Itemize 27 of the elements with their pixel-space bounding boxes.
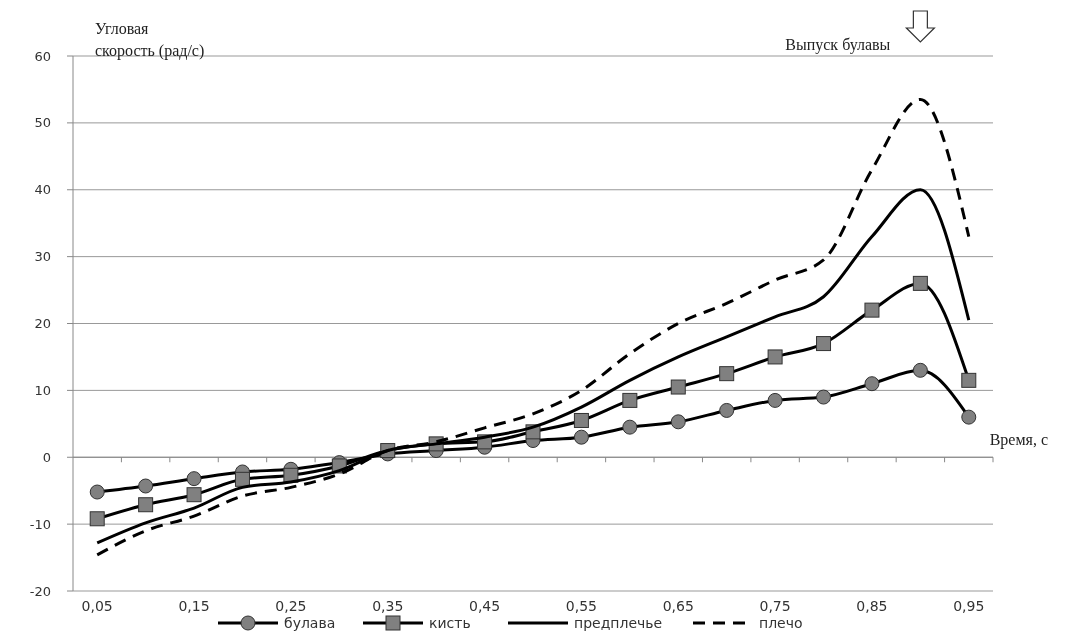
y-tick-label: 20 — [34, 316, 51, 332]
line-series — [95, 97, 971, 557]
x-tick-label: 0,45 — [468, 598, 501, 614]
y-tick-label: 10 — [34, 382, 51, 398]
legend-label: предплечье — [574, 615, 663, 631]
y-tick-label: 50 — [34, 115, 51, 131]
text: Выпуск булавы — [785, 36, 891, 54]
y-tick-label: 0 — [42, 449, 51, 465]
y-tick-label: 60 — [34, 48, 51, 64]
y-tick-label: 30 — [34, 249, 51, 265]
legend-label: плечо — [759, 615, 803, 631]
x-tick-label: 0,85 — [856, 598, 888, 614]
x-tick-label: 0,35 — [372, 598, 404, 614]
y-tick-label: -10 — [29, 516, 51, 532]
y-tick-label: -20 — [29, 583, 51, 599]
legend-label: булава — [284, 615, 336, 631]
x-tick-label: 0,75 — [759, 598, 791, 614]
x-axis-title: Время, с — [989, 431, 1048, 450]
x-tick-label: 0,55 — [565, 598, 598, 614]
legend-label: кисть — [429, 615, 471, 631]
y-axis-title: Угловая скорость (рад/с) — [95, 20, 205, 60]
x-tick-label: 0,05 — [81, 598, 113, 614]
x-tick-label: 0,15 — [178, 598, 210, 614]
y-tick-label: 40 — [34, 182, 51, 198]
x-tick-label: 0,65 — [662, 598, 694, 614]
x-tick-label: 0,95 — [953, 598, 985, 614]
x-tick-label: 0,25 — [275, 598, 307, 614]
